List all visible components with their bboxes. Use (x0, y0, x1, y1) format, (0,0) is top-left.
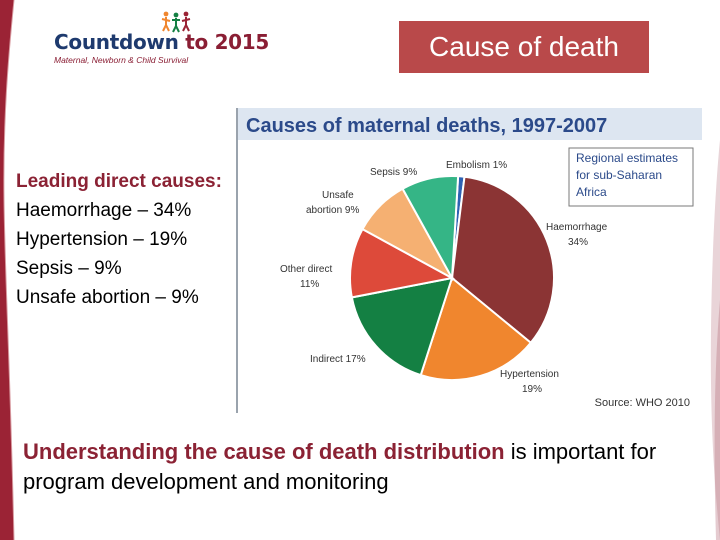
chart-title-bar (238, 108, 702, 140)
slice-label-unsafe-abortion: Unsafe (322, 190, 354, 201)
pie-chart: Causes of maternal deaths, 1997-2007 Reg… (238, 108, 702, 409)
slide-title: Cause of death (399, 21, 649, 73)
slice-label-embolism: Embolism 1% (446, 160, 507, 171)
bottom-highlight: Understanding the cause of death distrib… (23, 439, 505, 464)
slice-pct-hypertension: 19% (522, 384, 542, 395)
chart-note-box (568, 147, 694, 207)
chart-note-line: Africa (576, 185, 607, 199)
pie-slice-indirect (350, 276, 454, 377)
leading-causes-list: Leading direct causes: Haemorrhage – 34%… (16, 167, 222, 312)
slice-label-hypertension: Hypertension (500, 369, 559, 380)
leading-cause-item: Haemorrhage – 34% (16, 200, 192, 221)
logo-title: Countdown to 2015 (54, 30, 270, 54)
chart-note-line: for sub-Saharan (576, 168, 662, 182)
slice-pct-unsafe-abortion: abortion 9% (306, 205, 359, 216)
slice-pct-other-direct: 11% (300, 279, 319, 290)
leading-causes-heading: Leading direct causes: (16, 171, 222, 192)
bottom-statement: Understanding the cause of death distrib… (23, 437, 693, 497)
pie-slice-sepsis (401, 175, 460, 282)
leading-cause-item: Unsafe abortion – 9% (16, 287, 199, 308)
chart-title: Causes of maternal deaths, 1997-2007 (246, 115, 607, 137)
leading-cause-item: Sepsis – 9% (16, 258, 122, 279)
leading-cause-item: Hypertension – 19% (16, 229, 188, 250)
logo-subtitle: Maternal, Newborn & Child Survival (54, 55, 189, 65)
pie-slice-other-direct (349, 227, 455, 299)
slice-label-sepsis: Sepsis 9% (370, 167, 417, 178)
bottom-rest: is important for program development and… (23, 439, 657, 494)
slice-label-indirect: Indirect 17% (310, 354, 366, 365)
left-decorative-ribbon (0, 0, 15, 540)
chart-note-line: Regional estimates (576, 151, 678, 165)
slice-label-other-direct: Other direct (280, 264, 332, 275)
countdown-logo: Countdown to 2015 Maternal, Newborn & Ch… (50, 10, 269, 70)
chart-panel: Causes of maternal deaths, 1997-2007 Reg… (236, 108, 702, 413)
pie-slice-haemorrhage (450, 175, 555, 345)
chart-source: Source: WHO 2010 (595, 397, 690, 409)
slice-pct-haemorrhage: 34% (568, 237, 588, 248)
logo-figures-icon (161, 11, 191, 33)
pie-slice-hypertension (419, 276, 533, 381)
slice-label-haemorrhage: Haemorrhage (546, 222, 608, 233)
right-decorative-ribbon (710, 0, 720, 540)
